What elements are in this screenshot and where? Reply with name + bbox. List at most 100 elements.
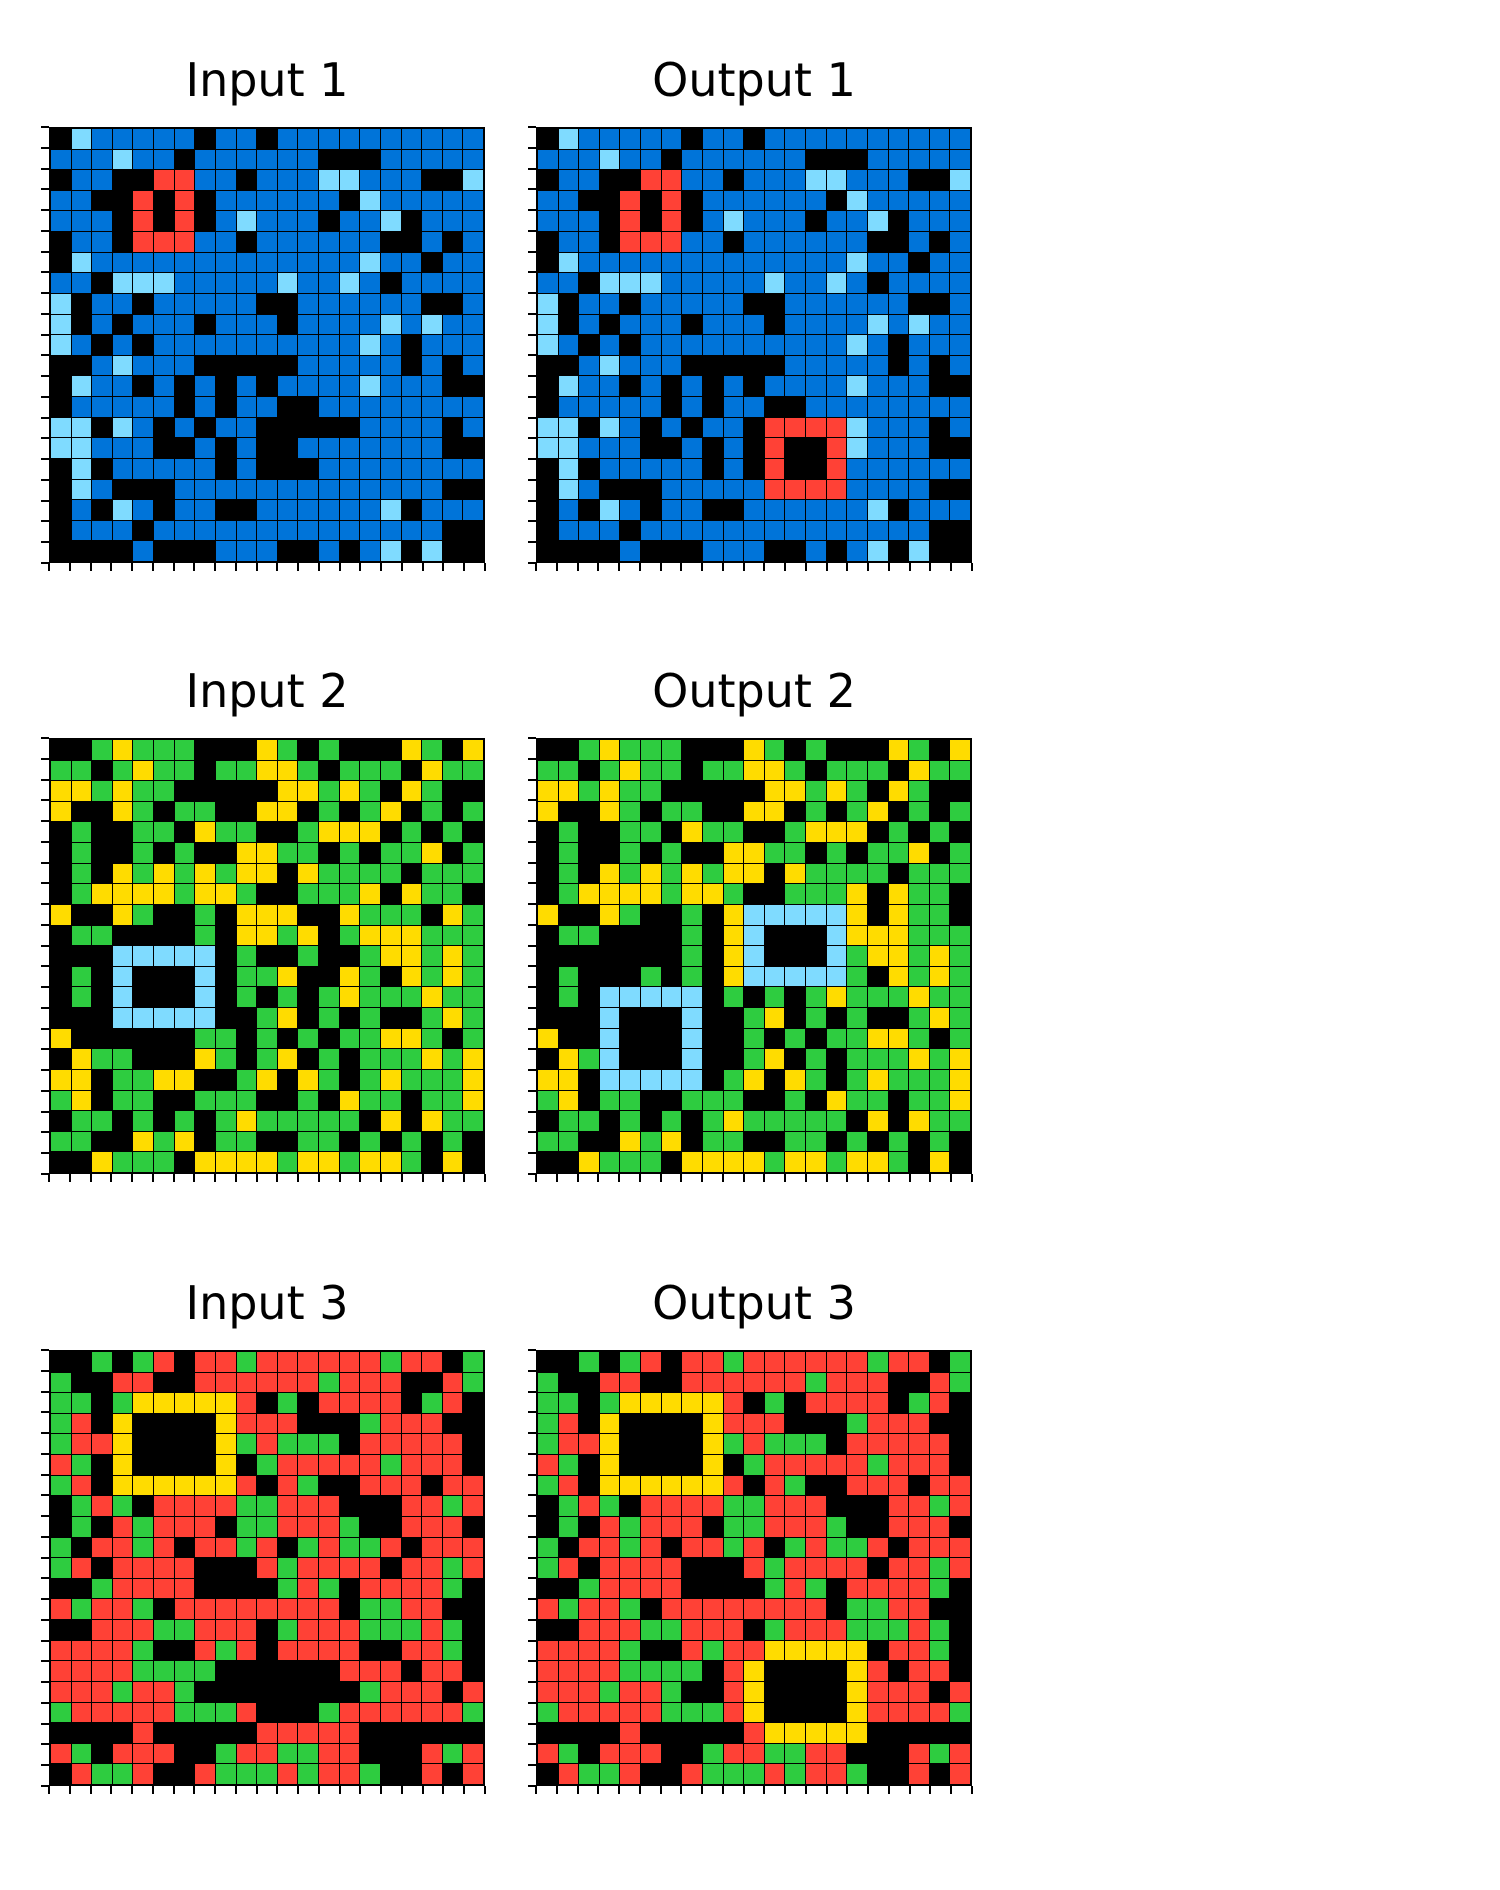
grid-cell — [909, 211, 929, 232]
grid-cell — [463, 1599, 483, 1620]
grid-cell — [888, 1681, 909, 1702]
grid-cell — [51, 801, 71, 822]
grid-cell — [847, 314, 867, 335]
grid-cell — [888, 355, 909, 376]
grid-cell — [538, 904, 558, 925]
grid-cell — [785, 1743, 806, 1764]
grid-cell — [579, 1069, 599, 1090]
grid-cell — [236, 1475, 257, 1496]
grid-cell — [909, 417, 929, 438]
grid-cell — [558, 1764, 579, 1784]
axis-tick — [41, 1349, 49, 1351]
axis-tick — [214, 1786, 216, 1794]
grid-cell — [867, 966, 888, 987]
grid-cell — [92, 1702, 112, 1723]
grid-cell — [641, 479, 661, 500]
grid-cell — [277, 190, 298, 211]
axis-tick — [528, 945, 536, 947]
axis-tick — [528, 758, 536, 760]
axis-tick — [528, 1391, 536, 1393]
grid-cell — [909, 966, 929, 987]
grid-cell — [538, 1620, 558, 1640]
grid-cell — [154, 863, 174, 884]
grid-cell — [538, 190, 558, 211]
grid-cell — [442, 1393, 463, 1413]
grid-cell — [806, 1434, 826, 1455]
grid-cell — [847, 1049, 867, 1069]
grid-cell — [867, 1578, 888, 1599]
grid-cell — [806, 863, 826, 884]
grid-cell — [702, 1578, 723, 1599]
axis-tick — [528, 188, 536, 190]
grid-cell — [929, 149, 950, 170]
grid-cell — [826, 1743, 847, 1764]
grid-cell — [888, 966, 909, 987]
grid-cell — [51, 1111, 71, 1131]
grid-cell — [195, 1152, 215, 1172]
grid-cell — [785, 1640, 806, 1661]
grid-cell — [579, 1599, 599, 1620]
grid-cell — [641, 1434, 661, 1455]
grid-cell — [682, 1352, 702, 1372]
grid-cell — [174, 1537, 195, 1558]
grid-cell — [744, 801, 764, 822]
grid-cell — [702, 500, 723, 520]
grid-cell — [71, 1558, 92, 1578]
grid-cell — [215, 904, 236, 925]
grid-cell — [319, 479, 339, 500]
grid-cell — [682, 211, 702, 232]
grid-cell — [339, 1069, 360, 1090]
grid-cell — [806, 1558, 826, 1578]
grid-input-1 — [49, 127, 485, 563]
grid-cell — [277, 232, 298, 252]
axis-tick — [867, 1174, 869, 1182]
grid-cell — [867, 1008, 888, 1028]
grid-cell — [401, 355, 422, 376]
grid-cell — [641, 1049, 661, 1069]
grid-cell — [380, 417, 401, 438]
grid-cell — [641, 314, 661, 335]
grid-cell — [785, 925, 806, 946]
grid-cell — [236, 170, 257, 190]
grid-cell — [620, 1028, 641, 1049]
grid-cell — [277, 1537, 298, 1558]
grid-cell — [723, 273, 744, 293]
grid-cell — [929, 1475, 950, 1496]
grid-cell — [133, 760, 154, 781]
grid-cell — [620, 1455, 641, 1475]
grid-cell — [599, 1661, 620, 1681]
grid-cell — [92, 1537, 112, 1558]
grid-cell — [950, 904, 970, 925]
grid-cell — [71, 925, 92, 946]
grid-cell — [215, 843, 236, 863]
grid-cell — [422, 1702, 442, 1723]
grid-cell — [558, 1537, 579, 1558]
grid-cell — [422, 1152, 442, 1172]
grid-cell — [380, 1620, 401, 1640]
grid-cell — [92, 1413, 112, 1434]
grid-cell — [195, 966, 215, 987]
grid-cell — [92, 1743, 112, 1764]
grid-cell — [702, 252, 723, 273]
grid-cell — [620, 1152, 641, 1172]
grid-cell — [133, 1455, 154, 1475]
grid-cell — [215, 541, 236, 561]
grid-cell — [806, 1475, 826, 1496]
grid-cell — [92, 1620, 112, 1640]
grid-cell — [154, 479, 174, 500]
grid-cell — [558, 1516, 579, 1537]
grid-cell — [112, 129, 133, 149]
axis-tick — [722, 1174, 724, 1182]
grid-cell — [785, 1069, 806, 1090]
grid-cell — [847, 1111, 867, 1131]
grid-cell — [442, 925, 463, 946]
grid-cell — [442, 314, 463, 335]
grid-cell — [339, 335, 360, 355]
grid-cell — [422, 822, 442, 843]
grid-cell — [579, 520, 599, 541]
grid-cell — [558, 801, 579, 822]
grid-cell — [51, 252, 71, 273]
axis-tick — [69, 1786, 71, 1794]
grid-cell — [785, 1558, 806, 1578]
grid-cell — [867, 1131, 888, 1152]
